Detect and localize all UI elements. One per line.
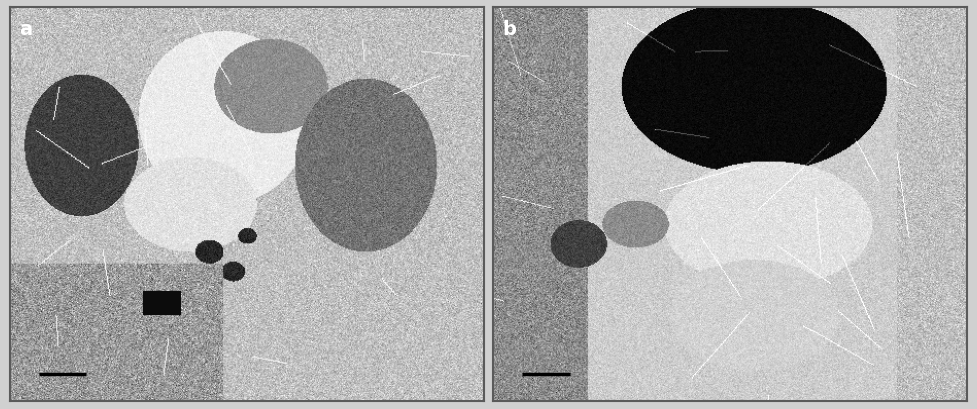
Text: b: b xyxy=(503,20,517,39)
Text: a: a xyxy=(20,20,32,39)
